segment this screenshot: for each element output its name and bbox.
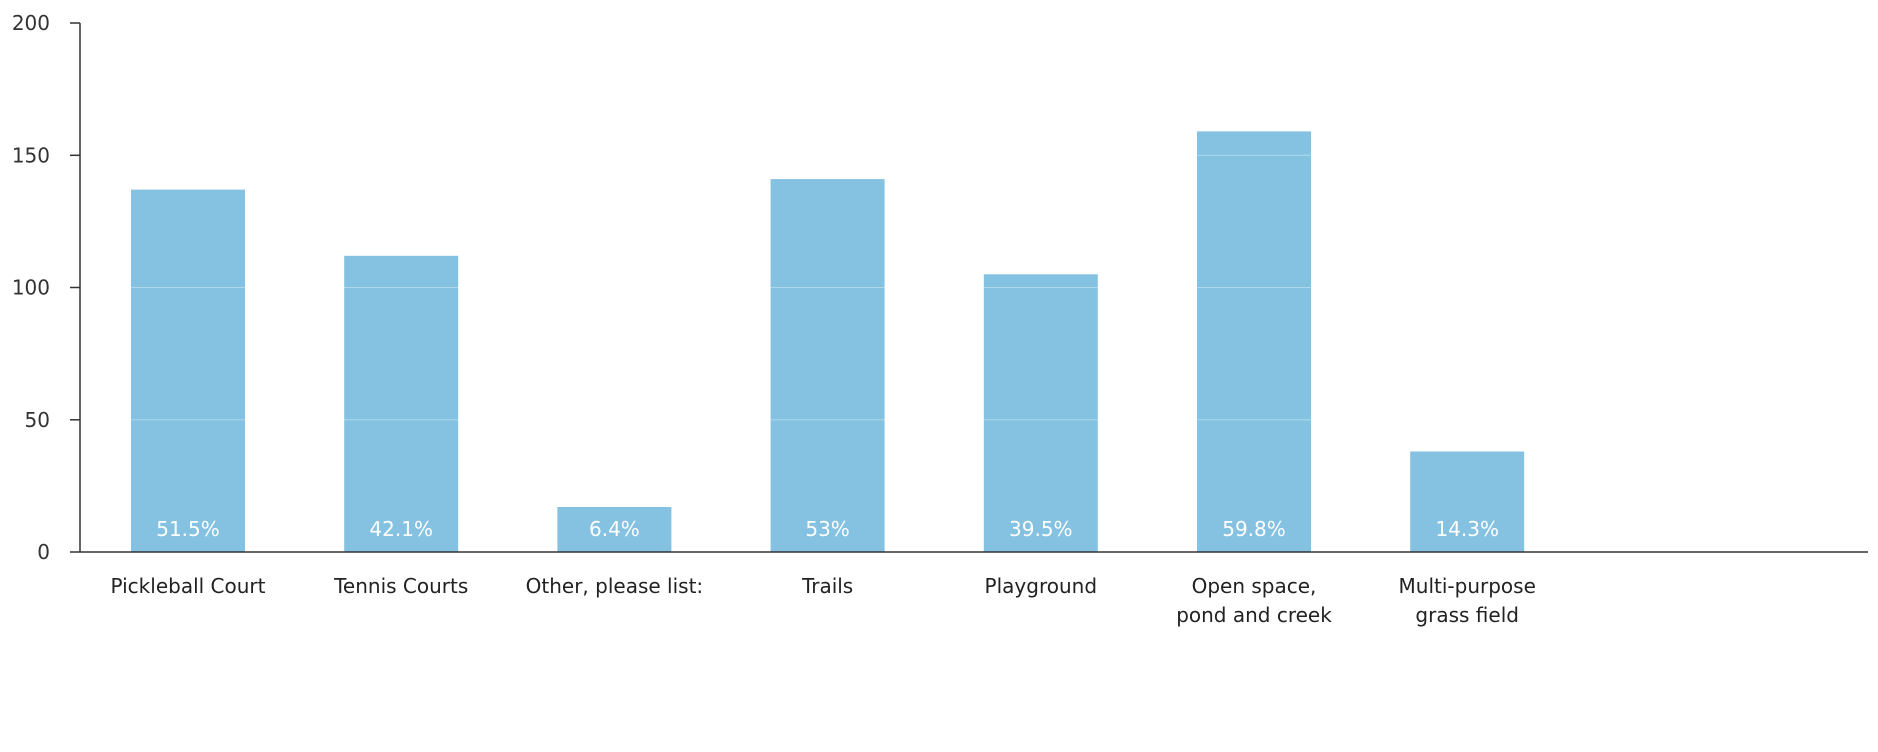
bar	[1410, 451, 1525, 552]
y-tick-label: 200	[12, 11, 50, 35]
labels: 0 50 100 150 200 Pickleball Court Tennis Court…	[12, 11, 1536, 627]
bar	[1197, 131, 1311, 552]
y-tick-label: 100	[12, 276, 50, 300]
y-tick-label: 150	[12, 143, 50, 167]
data-label: 42.1%	[369, 517, 433, 541]
data-label: 14.3%	[1435, 517, 1499, 541]
x-category-label: Other, please list:	[526, 574, 704, 598]
axes	[70, 22, 1868, 553]
data-label: 6.4%	[589, 517, 640, 541]
data-label: 59.8%	[1222, 517, 1286, 541]
bar	[131, 189, 245, 552]
x-category-label: Open space, pond and creek	[1176, 574, 1332, 627]
y-tick-label: 0	[37, 540, 50, 564]
x-category-label: Playground	[985, 574, 1097, 598]
y-tick-label: 50	[25, 408, 50, 432]
data-label: 39.5%	[1009, 517, 1073, 541]
bar	[344, 255, 459, 553]
x-category-label: Tennis Courts	[333, 574, 468, 598]
bar	[983, 274, 1098, 552]
bar	[557, 507, 672, 552]
bars	[131, 131, 1525, 553]
data-label: 51.5%	[156, 517, 220, 541]
bar	[770, 179, 885, 552]
x-category-label: Pickleball Court	[111, 574, 266, 598]
gridlines	[80, 22, 1868, 421]
x-category-label: Trails	[801, 574, 853, 598]
x-category-label: Multi-purpose grass field	[1399, 574, 1536, 627]
data-label: 53%	[805, 517, 849, 541]
